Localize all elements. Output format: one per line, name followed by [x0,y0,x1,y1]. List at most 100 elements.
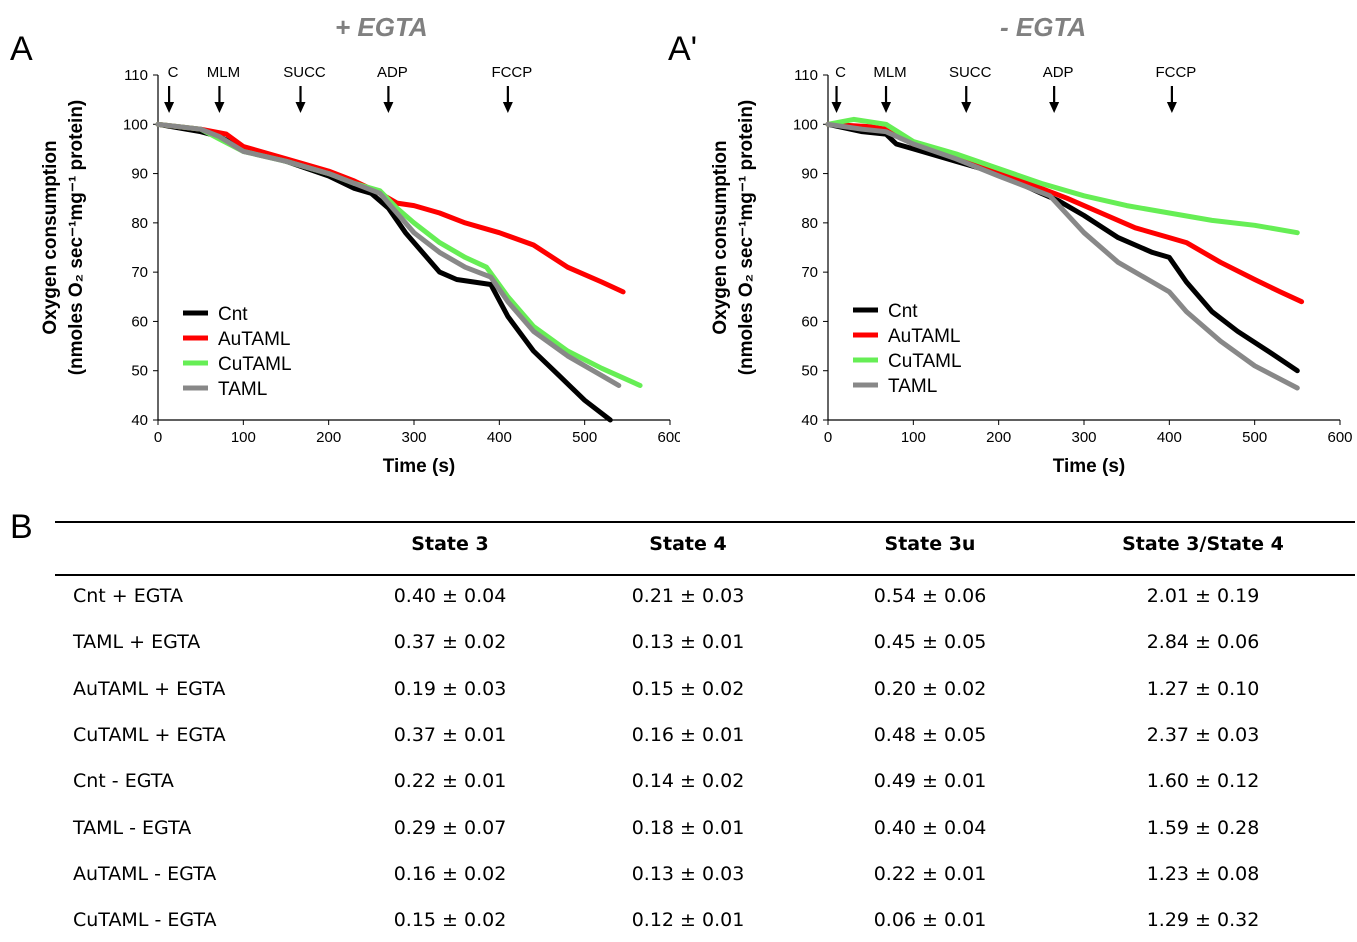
y-tick-label: 90 [801,166,818,183]
chart-title-plus-egta: + EGTA [335,12,428,42]
legend-label: AuTAML [218,329,291,350]
series-line-taml [825,121,1300,391]
table-row-label: Cnt - EGTA [73,770,174,793]
legend-label: CuTAML [888,351,962,372]
table-cell: 0.16 ± 0.02 [393,862,507,885]
event-marker-label: FCCP [1155,64,1196,81]
x-tick-label: 200 [986,429,1011,446]
table-cell: 0.37 ± 0.02 [393,631,507,654]
table-header-state-3u: State 3u [884,533,976,555]
event-marker-label: C [168,64,179,81]
table-header-row: State 3 State 4 State 3u State 3/State 4 [55,533,1355,563]
x-tick-label: 100 [901,429,926,446]
table-row-label: CuTAML + EGTA [73,723,226,746]
table-cell: 0.18 ± 0.01 [631,816,745,839]
event-arrow-icon [881,102,892,113]
table-cell: 2.01 ± 0.19 [1146,585,1260,607]
table-top-rule [55,521,1355,523]
table-row-label: AuTAML + EGTA [73,677,226,700]
event-arrow-icon [961,102,972,113]
panel-letter-b: B [10,508,33,546]
table-cell: 0.22 ± 0.01 [393,770,507,793]
table-row-label: CuTAML - EGTA [73,909,217,932]
y-axis-label: Oxygen consumption [40,140,61,334]
table-cell: 0.54 ± 0.06 [873,585,987,607]
y-axis-label-units: (nmoles O₂ sec⁻¹mg⁻¹ protein) [66,100,87,376]
table-cell: 0.37 ± 0.01 [393,723,507,746]
event-marker-label: C [835,64,846,81]
table-cell: 0.13 ± 0.03 [631,862,745,885]
table-cell: 1.23 ± 0.08 [1146,862,1260,885]
series-line-cutaml [825,116,1300,236]
table-cell: 2.84 ± 0.06 [1146,631,1260,654]
y-tick-label: 110 [794,67,818,84]
event-marker-label: SUCC [283,64,326,81]
chart-plus-egta: 40 50 60 70 80 90 100 110 0 100 200 300 400 500 600 Tim… [40,64,680,477]
event-arrow-icon [295,102,306,113]
table-cell: 0.15 ± 0.02 [631,677,745,700]
y-tick-label: 50 [131,363,148,380]
table-cell: 0.40 ± 0.04 [393,585,507,607]
table-cell: 0.14 ± 0.02 [631,770,745,793]
event-arrow-icon [1166,102,1177,113]
table-row: CuTAML + EGTA 0.37 ± 0.01 0.16 ± 0.01 0.48 … [55,724,1355,754]
y-tick-label: 70 [131,264,148,281]
event-marker-label: SUCC [949,64,992,81]
x-tick-label: 500 [572,429,597,446]
legend-label: AuTAML [888,326,961,347]
y-axis-label-group: Oxygen consumption (nmoles O₂ sec⁻¹mg⁻¹ p… [40,100,87,376]
x-axis-label: Time (s) [383,456,456,477]
table-row: CuTAML - EGTA 0.15 ± 0.02 0.12 ± 0.01 0.06 … [55,909,1355,939]
panel-letter-a-prime: A' [668,30,698,68]
event-marker-label: FCCP [491,64,532,81]
x-tick-label: 100 [231,429,256,446]
y-tick-label: 60 [131,313,148,330]
table-row: AuTAML + EGTA 0.19 ± 0.03 0.15 ± 0.02 0.20 … [55,678,1355,708]
x-tick-label: 400 [1157,429,1182,446]
table-cell: 1.29 ± 0.32 [1146,909,1260,932]
table-cell: 0.22 ± 0.01 [873,862,987,885]
table-cell: 0.29 ± 0.07 [393,816,507,839]
event-arrow-icon [831,102,842,113]
x-tick-label: 500 [1242,429,1267,446]
series-line-taml [155,121,622,388]
y-tick-label: 100 [793,116,818,133]
x-tick-label: 600 [1327,429,1352,446]
legend-label: CuTAML [218,354,292,375]
table-cell: 1.59 ± 0.28 [1146,816,1260,839]
table-cell: 0.06 ± 0.01 [873,909,987,932]
y-tick-label: 80 [131,215,148,232]
y-axis-label-units: (nmoles O₂ sec⁻¹mg⁻¹ protein) [736,100,757,376]
y-axis-label-group: Oxygen consumption (nmoles O₂ sec⁻¹mg⁻¹ p… [710,100,757,376]
series-line-cnt [825,121,1300,374]
event-arrow-icon [502,102,513,113]
table-cell: 0.48 ± 0.05 [873,723,987,746]
legend-label: TAML [888,376,937,397]
table-cell: 1.60 ± 0.12 [1146,770,1260,793]
table-cell: 0.45 ± 0.05 [873,631,987,654]
event-arrow-icon [383,102,394,113]
table-cell: 0.21 ± 0.03 [631,585,745,607]
chart-title-minus-egta: - EGTA [1000,12,1087,42]
event-marker-label: ADP [377,64,408,81]
table-cell: 0.15 ± 0.02 [393,909,507,932]
table-row: TAML - EGTA 0.29 ± 0.07 0.18 ± 0.01 0.40 ± … [55,817,1355,847]
event-marker-label: MLM [207,64,240,81]
y-tick-label: 60 [801,313,818,330]
table-row: Cnt - EGTA 0.22 ± 0.01 0.14 ± 0.02 0.49 ± 0… [55,770,1355,800]
table-header-state-4: State 4 [649,533,727,555]
x-tick-label: 300 [401,429,426,446]
legend-label: TAML [218,379,267,400]
series-line-cnt [155,121,613,423]
y-axis-label: Oxygen consumption [710,140,731,334]
y-tick-label: 110 [124,67,148,84]
x-tick-label: 0 [824,429,832,446]
y-tick-label: 70 [801,264,818,281]
series-line-autaml [155,121,626,295]
table-cell: 0.20 ± 0.02 [873,677,987,700]
x-tick-label: 300 [1071,429,1096,446]
table-cell: 0.13 ± 0.01 [631,631,745,654]
table-row: Cnt + EGTA 0.40 ± 0.04 0.21 ± 0.03 0.54 ± 0… [55,585,1355,615]
x-tick-label: 200 [316,429,341,446]
table-cell: 0.12 ± 0.01 [631,909,745,932]
